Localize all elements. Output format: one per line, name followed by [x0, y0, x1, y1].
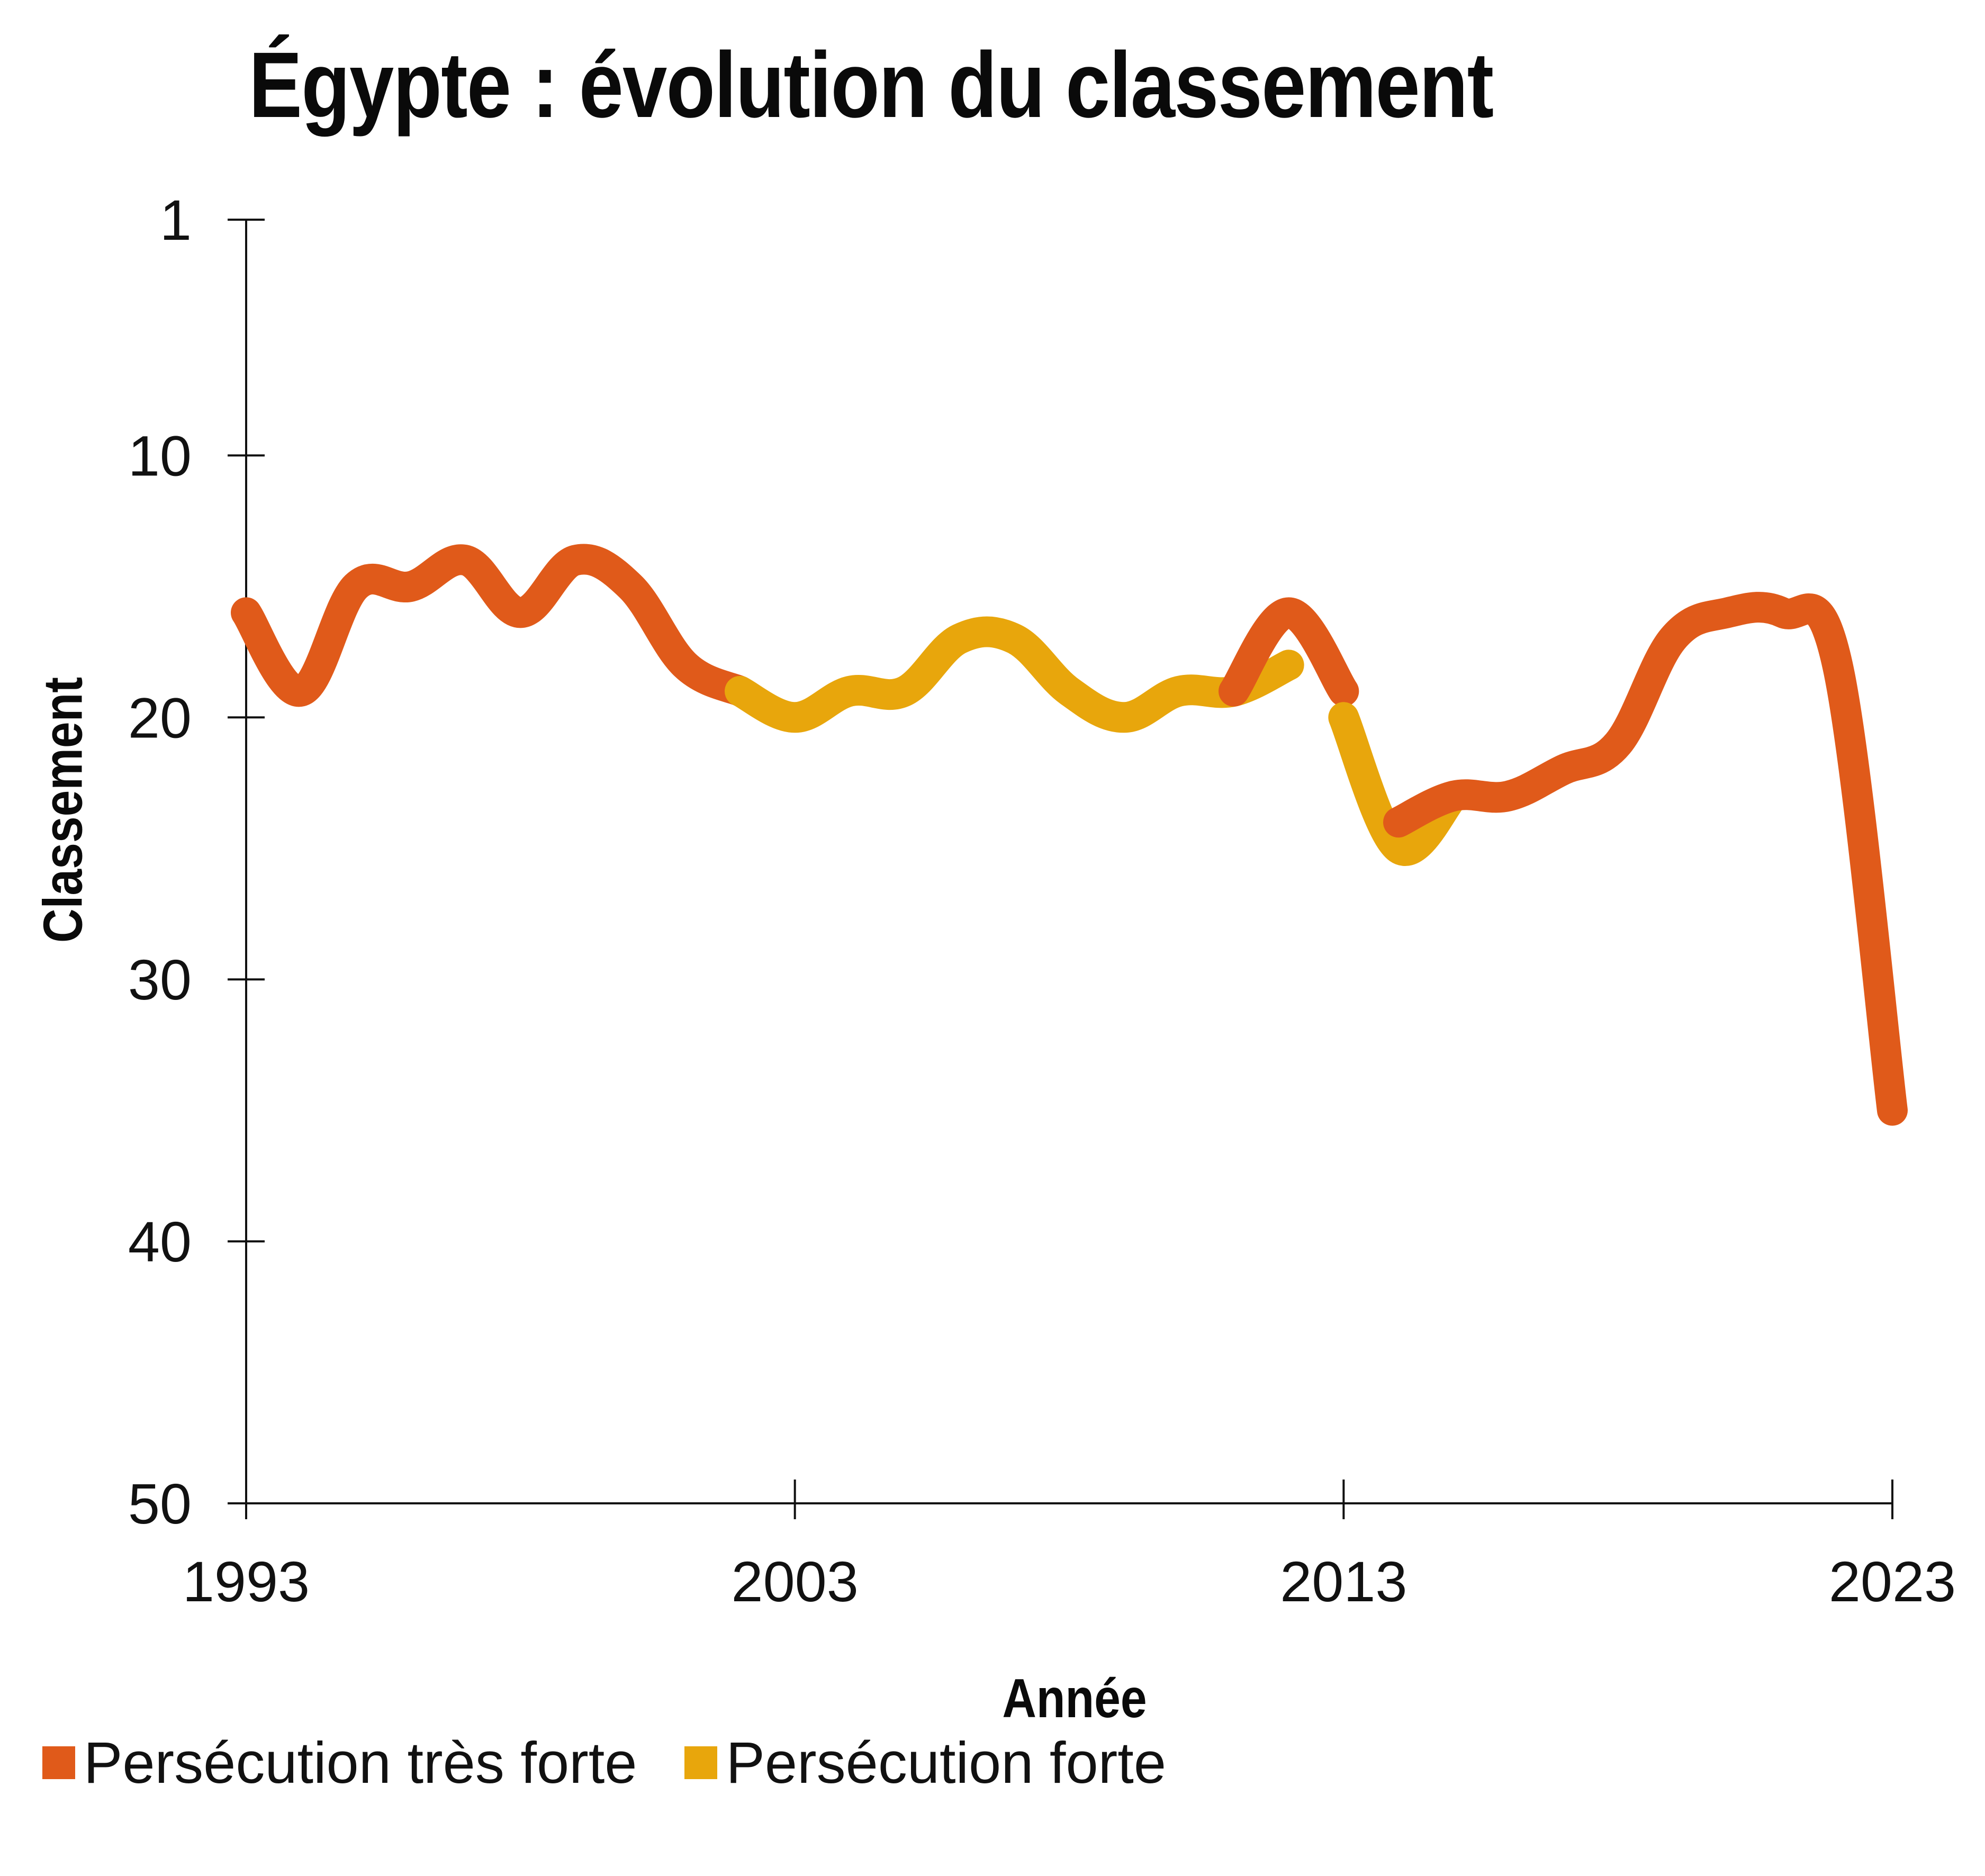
legend-label-forte: Persécution forte: [726, 1730, 1167, 1796]
legend-item-forte: Persécution forte: [684, 1729, 1166, 1797]
legend: Persécution très forte Persécution forte: [42, 1729, 1214, 1797]
y-tick-label: 10: [128, 423, 192, 488]
x-axis-label: Année: [1002, 1668, 1147, 1729]
y-tick-label: 20: [128, 686, 192, 750]
x-tick-label: 2013: [1280, 1549, 1407, 1613]
y-tick-label: 50: [128, 1472, 192, 1536]
x-tick-label: 2003: [732, 1549, 859, 1613]
x-tick-label: 1993: [183, 1549, 310, 1613]
x-axis-ticks: 1993 2003 2013 2023: [183, 1480, 1956, 1613]
chart-title: Égypte : évolution du classement: [249, 33, 1494, 137]
legend-label-tres-forte: Persécution très forte: [84, 1730, 637, 1796]
legend-swatch-forte: [684, 1746, 718, 1779]
x-tick-label: 2023: [1829, 1549, 1956, 1613]
legend-swatch-tres-forte: [42, 1746, 75, 1779]
y-axis-label: Classement: [32, 677, 94, 943]
series-line-tres-forte: [231, 544, 755, 707]
y-tick-label: 1: [160, 188, 192, 252]
y-tick-label: 40: [128, 1210, 192, 1274]
series-lines: [231, 544, 1908, 1126]
y-tick-label: 30: [128, 948, 192, 1012]
legend-item-tres-forte: Persécution très forte: [42, 1729, 637, 1797]
y-axis-ticks: 1 10 20 30 40 50: [128, 188, 265, 1536]
series-line-tres-forte: [1219, 597, 1359, 707]
series-line-forte: [725, 616, 1304, 733]
series-line-tres-forte: [1383, 592, 1908, 1126]
